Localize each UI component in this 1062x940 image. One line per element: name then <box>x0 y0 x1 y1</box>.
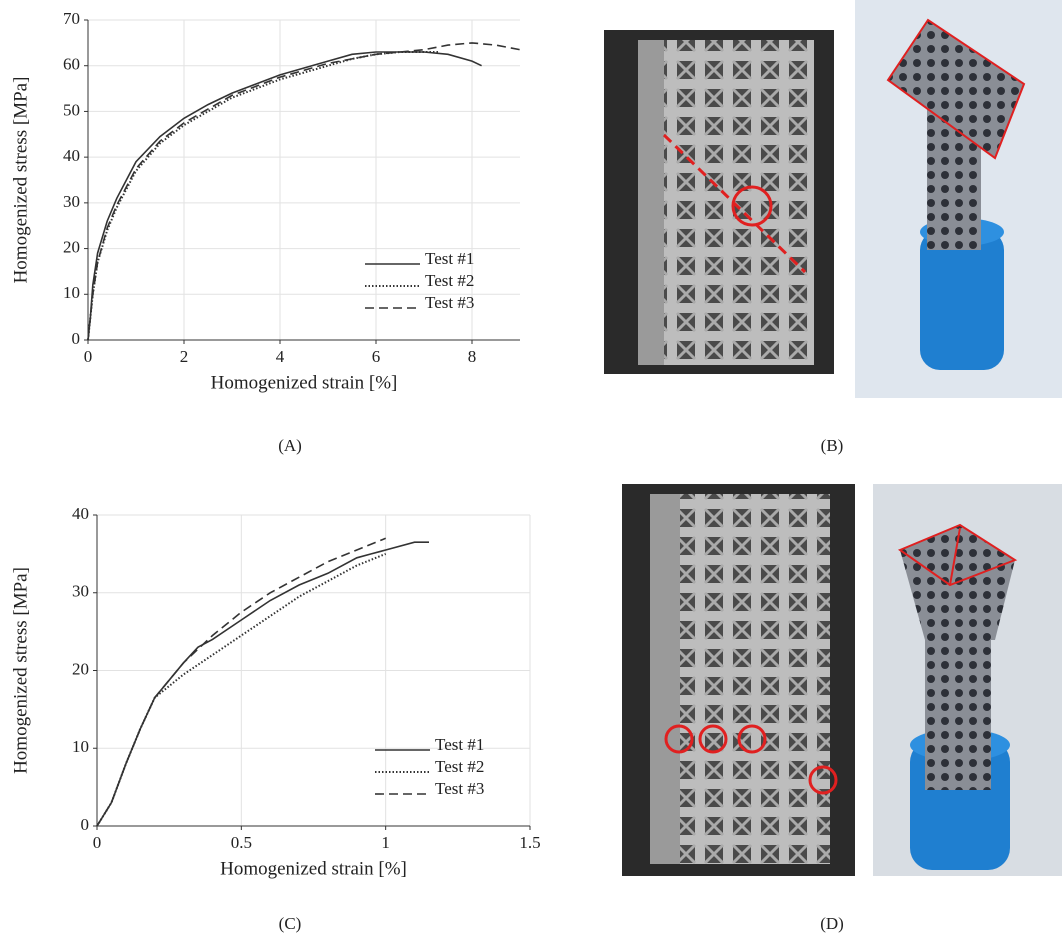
panel-label: (B) <box>821 436 844 455</box>
legend-label: Test #3 <box>435 779 484 798</box>
data-line <box>96 552 387 827</box>
y-tick-label: 0 <box>72 329 81 348</box>
y-tick-label: 30 <box>63 192 80 211</box>
x-tick-label: 0 <box>84 347 93 366</box>
y-tick-label: 20 <box>63 237 80 256</box>
y-tick-label: 70 <box>63 9 80 28</box>
data-line <box>87 51 482 341</box>
panel-label: (C) <box>279 914 302 933</box>
x-tick-label: 4 <box>276 347 285 366</box>
x-tick-label: 0.5 <box>231 833 252 852</box>
photo-b-right <box>855 0 1062 398</box>
data-line <box>87 42 521 341</box>
y-tick-label: 50 <box>63 100 80 119</box>
legend-label: Test #1 <box>425 249 474 268</box>
legend-label: Test #1 <box>435 735 484 754</box>
y-tick-label: 10 <box>72 737 89 756</box>
legend-label: Test #3 <box>425 293 474 312</box>
x-tick-label: 1.5 <box>519 833 540 852</box>
photo-b-left <box>604 30 834 374</box>
y-tick-label: 40 <box>63 146 80 165</box>
legend-label: Test #2 <box>425 271 474 290</box>
x-axis-label: Homogenized strain [%] <box>220 858 407 879</box>
y-tick-label: 30 <box>72 582 89 601</box>
legend-label: Test #2 <box>435 757 484 776</box>
y-tick-label: 60 <box>63 55 80 74</box>
y-axis-label: Homogenized stress [MPa] <box>10 77 31 284</box>
data-line <box>87 51 439 341</box>
data-line <box>96 541 429 827</box>
panel-label: (A) <box>278 436 302 455</box>
panel-label: (D) <box>820 914 844 933</box>
y-tick-label: 0 <box>81 815 90 834</box>
photo-d-right <box>873 484 1062 876</box>
x-axis-label: Homogenized strain [%] <box>211 372 398 393</box>
data-line <box>96 537 387 827</box>
y-tick-label: 40 <box>72 504 89 523</box>
y-tick-label: 20 <box>72 659 89 678</box>
x-tick-label: 2 <box>180 347 189 366</box>
y-axis-label: Homogenized stress [MPa] <box>10 567 31 774</box>
y-tick-label: 10 <box>63 283 80 302</box>
x-tick-label: 8 <box>468 347 477 366</box>
x-tick-label: 0 <box>93 833 102 852</box>
x-tick-label: 1 <box>381 833 390 852</box>
photo-d-left <box>622 484 855 876</box>
x-tick-label: 6 <box>372 347 381 366</box>
